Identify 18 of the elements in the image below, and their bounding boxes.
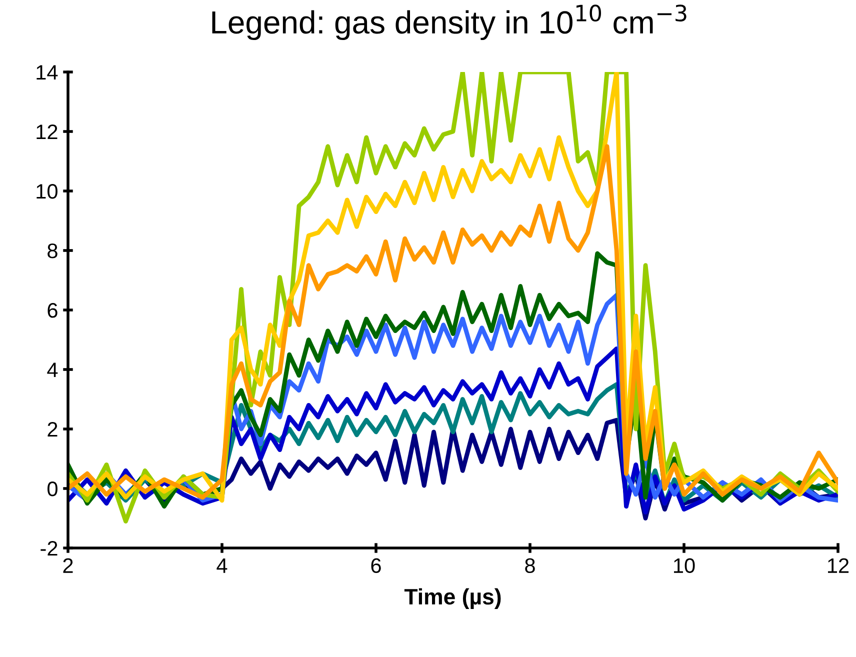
- y-tick-label: 0: [48, 482, 58, 496]
- line-series: [68, 144, 838, 500]
- y-tick-label: 4: [47, 362, 58, 378]
- x-tick-label: 10: [674, 558, 695, 574]
- y-tick-label: 2: [48, 422, 58, 437]
- y-tick-label: 14: [36, 65, 58, 80]
- x-tick-label: 2: [63, 558, 73, 573]
- x-tick-label: 6: [371, 558, 381, 574]
- chart-title: Legend: gas density in 10$^{10}$ cm$^{−3}$: [212, 4, 686, 40]
- y-tick-label: -2: [40, 541, 58, 556]
- x-tick-label: 8: [525, 558, 535, 574]
- y-tick-label: 6: [48, 303, 58, 318]
- y-tick-label: 8: [48, 244, 58, 258]
- x-axis-title: Time (µs): [404, 588, 501, 609]
- x-tick-label: 4: [216, 558, 228, 573]
- y-tick-label: 10: [36, 184, 58, 199]
- x-tick-label: 12: [828, 558, 849, 573]
- y-tick-label: 12: [36, 124, 58, 140]
